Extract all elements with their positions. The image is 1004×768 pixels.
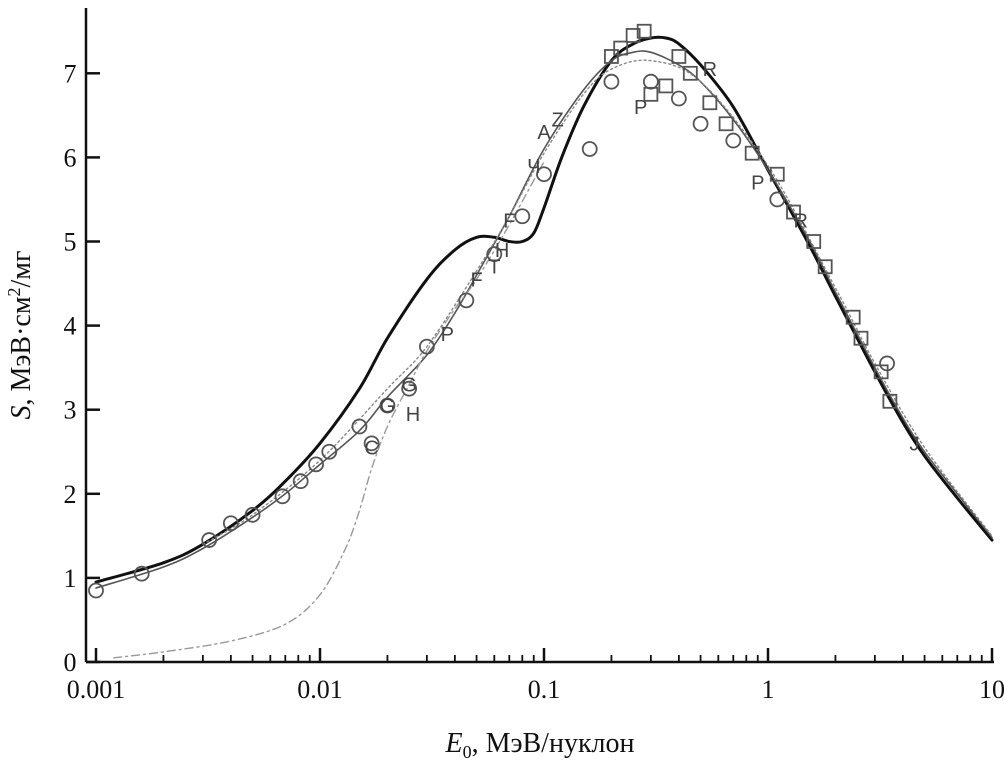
letter-marker: P [441, 324, 454, 346]
letter-marker: G [401, 374, 417, 396]
letter-marker: Z [551, 110, 563, 132]
square-marker [744, 145, 760, 161]
letter-marker: R [703, 59, 717, 81]
circle-marker [244, 506, 261, 523]
circle-marker [536, 166, 552, 183]
square-marker [806, 234, 822, 249]
letter-marker: H [495, 240, 509, 262]
y-axis-title-sup: 2 [4, 287, 24, 296]
letter-marker: C [364, 438, 378, 460]
y-tick-label: 1 [64, 564, 77, 593]
axes: 0.001 0.01 0.1 1 10 0 1 2 3 4 5 6 7 [64, 8, 1004, 704]
letter-marker: F [470, 269, 482, 291]
x-axis-title: E0, МэВ/нуклон [444, 728, 634, 762]
circle-marker [201, 532, 218, 548]
letter-marker: A [537, 122, 551, 144]
letter-marker: F [503, 210, 515, 232]
letter-marker: Ч [527, 156, 540, 178]
square-marker [786, 204, 801, 220]
y-ticks [86, 72, 100, 664]
circle-marker [351, 418, 368, 435]
x-tick-label: 0.001 [67, 675, 126, 704]
letter-marker: H [406, 404, 420, 426]
square-marker [682, 65, 698, 81]
circle-marker [292, 473, 309, 490]
y-tick-label: 7 [64, 59, 77, 88]
y-axis-title-tail: /мг [6, 250, 37, 287]
circle-marker [274, 488, 291, 505]
square-marker [625, 28, 641, 43]
y-tick-label: 0 [64, 648, 77, 677]
x-tick-label: 0.1 [528, 675, 561, 704]
letter-marker: R [794, 210, 808, 232]
circle-marker [401, 380, 418, 397]
letter-marker: T [488, 257, 500, 279]
circle-marker [308, 456, 324, 473]
circle-marker [642, 73, 659, 90]
y-tick-label: 5 [64, 228, 77, 257]
circle-marker [486, 246, 503, 263]
x-tick-label: 10 [979, 675, 1004, 704]
square-marker [671, 49, 687, 64]
square-marker [613, 40, 629, 56]
y-tick-label: 6 [64, 143, 77, 172]
square-marker [604, 49, 619, 64]
letter-marker: G [380, 395, 396, 417]
series-line-1 [94, 35, 994, 584]
x-tick-label: 1 [762, 675, 775, 704]
square-marker [873, 364, 889, 380]
square-marker [636, 23, 652, 39]
letter-marker: P [634, 97, 647, 119]
series-line-4 [113, 160, 545, 659]
circle-marker [725, 132, 742, 149]
square-marker [845, 309, 861, 325]
circle-marker [88, 582, 104, 599]
square-marker [718, 116, 734, 132]
x-axis-title-rest: , МэВ/нуклон [472, 728, 635, 759]
y-tick-label: 4 [64, 312, 77, 341]
letter-marker: J [909, 433, 919, 455]
y-axis-title: S, МэВ·см2/мг [4, 250, 37, 419]
x-minor-ticks [162, 655, 983, 662]
square-marker [643, 86, 659, 102]
y-axis-title-rest: , МэВ·см [6, 296, 37, 405]
circle-marker [133, 565, 150, 582]
y-tick-label: 3 [64, 396, 77, 425]
circle-marker [603, 73, 620, 90]
circle-marker [418, 338, 435, 355]
x-tick-labels: 0.001 0.01 0.1 1 10 [67, 675, 1004, 704]
square-marker [769, 166, 785, 182]
circle-marker [581, 141, 598, 157]
circle-marker [363, 435, 380, 452]
y-axis-title-symbol: S [6, 406, 37, 420]
y-tick-labels: 0 1 2 3 4 5 6 7 [64, 59, 77, 677]
x-axis-title-subscript: 0 [463, 742, 472, 762]
x-major-ticks [94, 648, 994, 662]
square-marker [658, 78, 674, 94]
circle-marker [321, 443, 338, 460]
circle-marker [769, 191, 786, 208]
letter-marker: P [751, 173, 764, 195]
circle-marker [692, 115, 709, 132]
square-marker [817, 259, 833, 275]
square-marker [882, 393, 898, 409]
circle-marker [458, 292, 475, 309]
x-axis-title-symbol: E [444, 728, 462, 759]
circle-marker [222, 515, 239, 532]
series-line-3 [202, 59, 993, 545]
x-tick-label: 0.01 [297, 675, 343, 704]
square-marker [853, 330, 869, 346]
series-line-2 [95, 50, 993, 589]
square-marker [702, 95, 718, 111]
circle-marker [514, 208, 531, 225]
y-tick-label: 2 [64, 480, 77, 509]
circle-marker [670, 90, 687, 107]
circle-marker [379, 397, 396, 414]
